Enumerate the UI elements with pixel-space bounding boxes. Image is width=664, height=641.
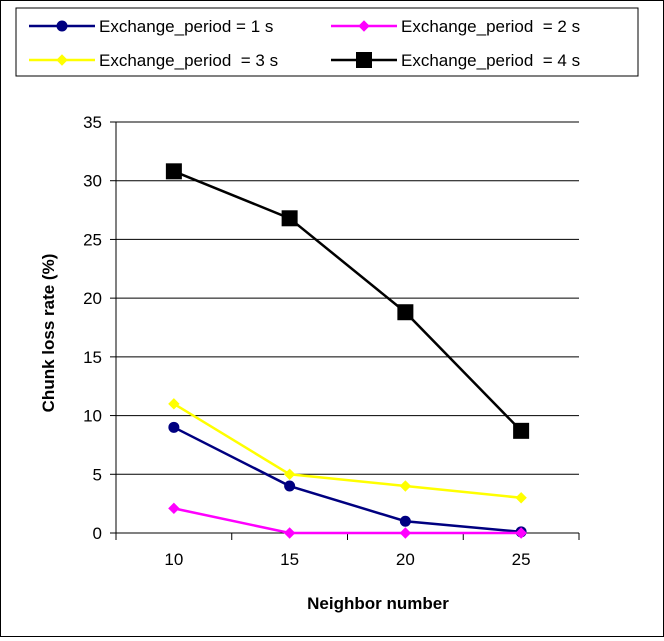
x-tick-label: 15 — [280, 550, 299, 569]
legend-box — [15, 7, 639, 77]
series-line — [173, 402, 522, 500]
legend-label: Exchange_period = 1 s — [99, 17, 273, 36]
legend-label: Exchange_period = 3 s — [99, 51, 278, 70]
legend-marker — [358, 20, 370, 32]
y-tick-label: 35 — [83, 113, 102, 132]
y-tick-label: 5 — [93, 465, 102, 484]
data-point — [513, 422, 530, 439]
x-tick-label: 25 — [512, 550, 531, 569]
y-tick-label: 25 — [83, 230, 102, 249]
legend-label: Exchange_period = 2 s — [401, 17, 580, 36]
legend-marker — [56, 54, 68, 66]
y-axis-label: Chunk loss rate (%) — [39, 254, 58, 413]
series-line — [173, 170, 523, 432]
data-point — [281, 210, 298, 227]
data-point — [399, 515, 411, 527]
data-point — [168, 398, 180, 410]
legend-marker — [56, 20, 68, 32]
data-point — [399, 480, 412, 492]
x-tick-label: 20 — [396, 550, 415, 569]
data-point — [284, 480, 296, 492]
x-axis-label: Neighbor number — [307, 594, 449, 613]
data-point — [515, 492, 527, 504]
legend-marker — [356, 52, 372, 68]
data-point — [399, 527, 412, 539]
y-tick-label: 30 — [83, 172, 102, 191]
data-point — [168, 502, 180, 515]
y-tick-label: 0 — [93, 524, 102, 543]
legend-label: Exchange_period = 4 s — [401, 51, 580, 70]
series-4 — [165, 163, 530, 439]
legend-entry: Exchange_period = 3 s — [29, 51, 278, 70]
series-3 — [168, 398, 527, 504]
series-line — [173, 507, 522, 535]
legend-entry: Exchange_period = 4 s — [331, 51, 580, 70]
series-2 — [168, 502, 527, 539]
data-point — [283, 527, 296, 539]
data-point — [165, 163, 182, 180]
x-tick-label: 10 — [164, 550, 183, 569]
y-tick-label: 20 — [83, 289, 102, 308]
data-point — [283, 468, 296, 480]
data-point — [515, 527, 527, 539]
legend-entry: Exchange_period = 2 s — [331, 17, 580, 36]
series-line — [173, 426, 522, 534]
series-1 — [168, 421, 527, 538]
y-tick-label: 15 — [83, 348, 102, 367]
data-point — [168, 421, 180, 433]
y-tick-label: 10 — [83, 407, 102, 426]
data-point — [397, 304, 414, 321]
legend-entry: Exchange_period = 1 s — [29, 17, 273, 36]
